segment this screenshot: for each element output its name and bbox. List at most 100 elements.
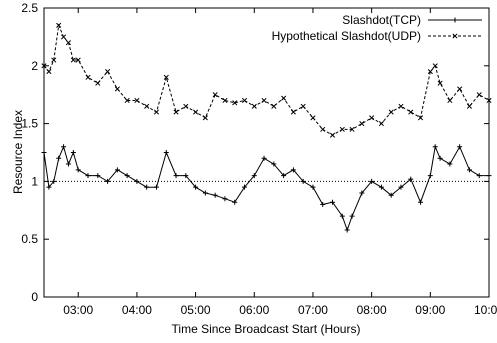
legend-marker-tcp xyxy=(452,17,458,23)
x-axis-label: Time Since Broadcast Start (Hours) xyxy=(172,322,361,336)
data-point xyxy=(193,109,199,115)
data-point xyxy=(144,184,150,190)
x-tick-label: 10:00 xyxy=(474,303,497,317)
data-point xyxy=(61,144,67,150)
data-point xyxy=(202,115,208,121)
data-point xyxy=(486,97,492,104)
data-point xyxy=(408,109,414,115)
data-point xyxy=(222,97,228,104)
data-point xyxy=(427,69,433,75)
series-line-1 xyxy=(43,23,490,136)
data-point xyxy=(75,167,81,173)
data-point xyxy=(56,22,62,28)
data-point xyxy=(466,167,472,173)
x-tick-label: 03:00 xyxy=(63,303,93,317)
data-point xyxy=(369,115,375,121)
data-point xyxy=(378,121,384,127)
data-point xyxy=(251,173,257,179)
data-point xyxy=(85,173,91,179)
x-tick-label: 04:00 xyxy=(122,303,152,317)
data-point xyxy=(476,92,482,98)
data-point xyxy=(134,178,140,184)
data-point xyxy=(193,184,199,190)
data-point xyxy=(134,97,140,104)
data-point xyxy=(432,144,438,150)
data-point xyxy=(310,115,316,121)
data-point xyxy=(232,100,238,106)
data-point xyxy=(46,69,52,75)
data-point xyxy=(457,144,463,150)
data-point xyxy=(437,80,443,86)
data-point xyxy=(65,40,72,46)
data-point xyxy=(173,173,179,179)
data-point xyxy=(241,97,248,104)
legend-marker-udp xyxy=(452,33,458,39)
data-point xyxy=(290,167,296,173)
data-point xyxy=(398,184,404,190)
data-point xyxy=(290,109,296,115)
data-point xyxy=(418,199,424,205)
series-1 xyxy=(41,22,492,138)
data-point xyxy=(271,103,277,109)
x-tick-label: 06:00 xyxy=(239,303,269,317)
data-point xyxy=(300,178,306,184)
data-point xyxy=(70,150,76,155)
y-tick-label: 0 xyxy=(31,290,38,304)
y-tick-label: 2 xyxy=(31,59,38,73)
data-point xyxy=(153,184,159,190)
data-point xyxy=(408,176,414,182)
data-point xyxy=(212,92,218,98)
data-point xyxy=(251,103,257,109)
data-point xyxy=(124,173,130,179)
x-tick-label: 07:00 xyxy=(298,303,328,317)
data-point xyxy=(432,63,438,69)
y-axis-label: Resource Index xyxy=(11,110,25,194)
data-point xyxy=(241,184,247,190)
data-point xyxy=(114,167,120,173)
data-point xyxy=(486,173,492,179)
data-point xyxy=(329,132,336,138)
data-point xyxy=(457,86,463,92)
data-point xyxy=(163,74,169,80)
data-point xyxy=(65,161,71,167)
data-point xyxy=(61,34,67,40)
series-line-0 xyxy=(43,144,489,232)
series-0 xyxy=(41,144,492,233)
data-point xyxy=(339,126,345,132)
data-point xyxy=(320,202,326,208)
data-point xyxy=(447,97,453,104)
data-point xyxy=(70,57,76,63)
data-point xyxy=(437,155,443,161)
data-point xyxy=(349,213,355,219)
x-tick-label: 09:00 xyxy=(415,303,445,317)
data-point xyxy=(330,199,336,205)
data-point xyxy=(46,184,52,190)
data-point xyxy=(41,150,47,155)
data-point xyxy=(447,161,453,167)
data-point xyxy=(261,155,267,161)
data-point xyxy=(95,173,101,179)
x-tick-label: 05:00 xyxy=(181,303,211,317)
legend-label-udp: Hypothetical Slashdot(UDP) xyxy=(272,29,421,43)
data-point xyxy=(388,109,394,115)
data-point xyxy=(476,173,482,179)
data-point xyxy=(232,199,238,205)
y-tick-label: 1.5 xyxy=(21,117,38,131)
data-point xyxy=(124,97,130,104)
data-point xyxy=(359,121,365,127)
data-point xyxy=(261,97,267,104)
data-point xyxy=(300,103,306,109)
data-point xyxy=(41,63,47,69)
data-point xyxy=(466,103,472,109)
legend: Slashdot(TCP) Hypothetical Slashdot(UDP) xyxy=(272,13,482,43)
data-point xyxy=(310,184,316,190)
data-point xyxy=(369,178,375,184)
data-point xyxy=(105,69,111,75)
x-tick-label: 08:00 xyxy=(357,303,387,317)
legend-label-tcp: Slashdot(TCP) xyxy=(342,13,421,27)
data-point xyxy=(183,173,189,179)
data-point xyxy=(359,190,365,196)
data-point xyxy=(417,115,424,121)
data-point xyxy=(202,190,208,196)
